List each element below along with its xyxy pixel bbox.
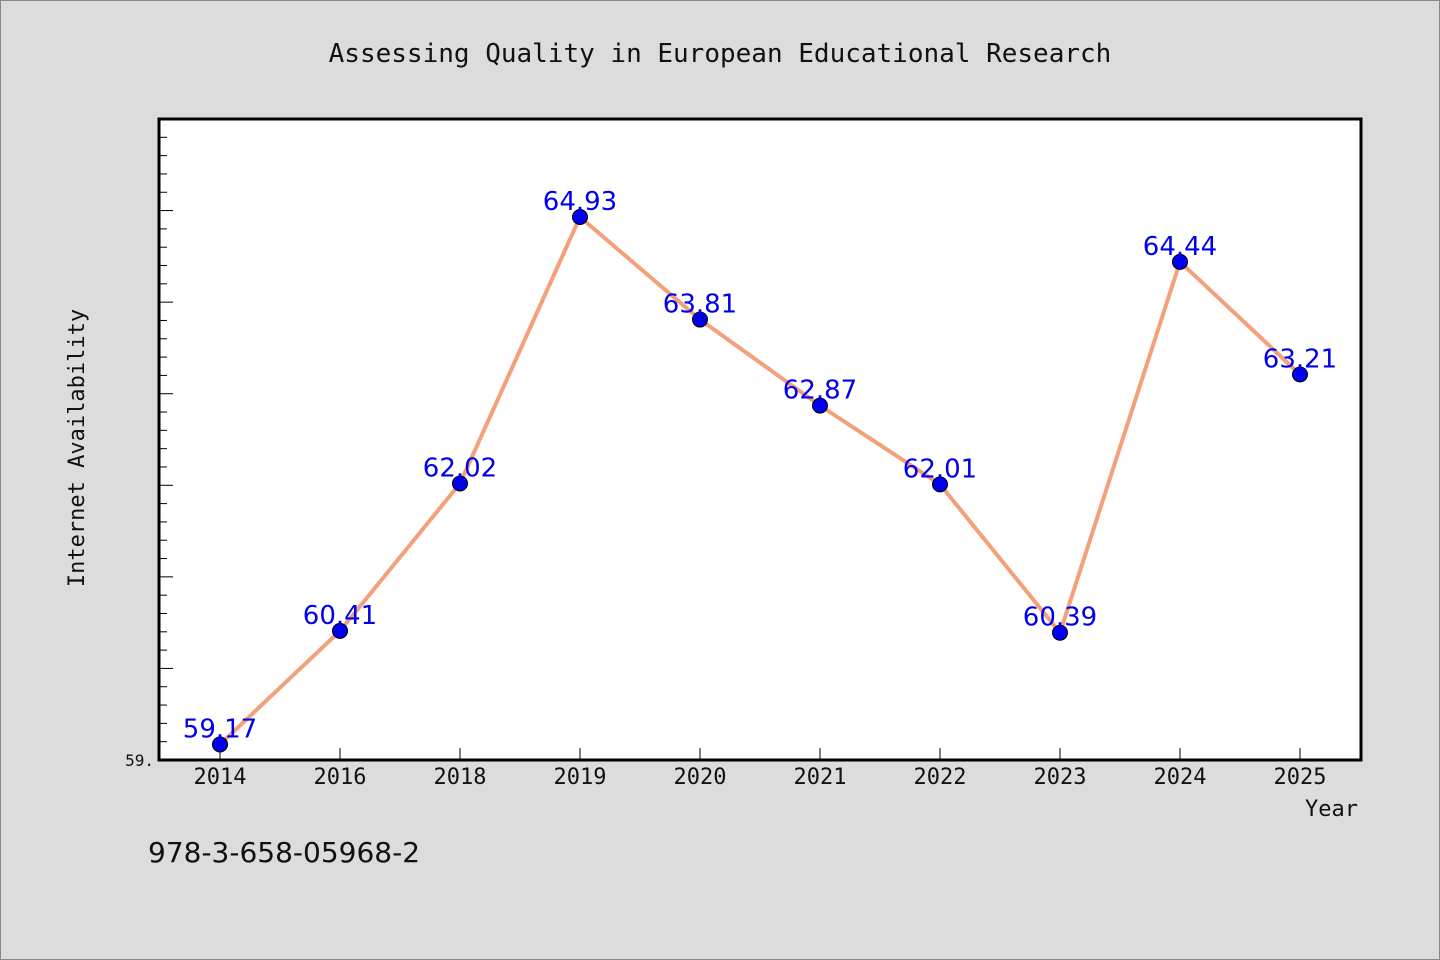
y-tick-label: 59. bbox=[125, 751, 154, 770]
data-point bbox=[212, 736, 228, 753]
x-tick-label: 2025 bbox=[1274, 765, 1327, 790]
data-point bbox=[692, 311, 708, 328]
data-label: 62.01 bbox=[903, 454, 977, 484]
data-label: 64.93 bbox=[543, 187, 617, 217]
data-points bbox=[212, 208, 1308, 753]
x-tick-label: 2021 bbox=[794, 765, 847, 790]
data-point bbox=[1172, 253, 1188, 270]
series-line-group bbox=[218, 214, 1302, 746]
data-labels: 59.17 60.41 62.02 64.93 63.81 62.87 62.01 60.39… bbox=[183, 187, 1337, 744]
chart-title: Assessing Quality in European Educationa… bbox=[329, 39, 1112, 69]
x-axis-label: Year bbox=[1305, 797, 1358, 822]
x-tick-label: 2020 bbox=[674, 765, 727, 790]
x-tick-label: 2018 bbox=[434, 765, 487, 790]
series-line bbox=[218, 214, 1302, 746]
data-label: 63.21 bbox=[1263, 344, 1337, 374]
data-point bbox=[452, 475, 468, 492]
x-tick-label: 2024 bbox=[1154, 765, 1207, 790]
data-label: 63.81 bbox=[663, 290, 737, 320]
data-point bbox=[932, 476, 948, 493]
x-tick-label: 2016 bbox=[314, 765, 367, 790]
data-label: 62.87 bbox=[783, 376, 857, 406]
plot-area bbox=[157, 117, 1363, 762]
data-point bbox=[1292, 366, 1308, 383]
y-axis-label: Internet Availability bbox=[65, 309, 90, 587]
x-tick-label: 2019 bbox=[554, 765, 607, 790]
x-tick-label: 2014 bbox=[194, 765, 247, 790]
x-tick-label: 2023 bbox=[1034, 765, 1087, 790]
data-label: 62.02 bbox=[423, 453, 497, 483]
data-point bbox=[812, 397, 828, 414]
x-axis-ticks: 2014 2016 2018 2019 2020 2021 2022 2023 2024 2025 bbox=[194, 748, 1327, 790]
y-axis-ticks bbox=[159, 118, 173, 761]
x-tick-label: 2022 bbox=[914, 765, 967, 790]
isbn-text: 978-3-658-05968-2 bbox=[148, 836, 420, 869]
data-point bbox=[572, 208, 588, 225]
data-label: 64.44 bbox=[1143, 232, 1217, 262]
data-label: 60.39 bbox=[1023, 603, 1097, 633]
data-label: 60.41 bbox=[303, 601, 377, 631]
data-point bbox=[332, 622, 348, 639]
data-label: 59.17 bbox=[183, 714, 257, 744]
data-point bbox=[1052, 624, 1068, 641]
